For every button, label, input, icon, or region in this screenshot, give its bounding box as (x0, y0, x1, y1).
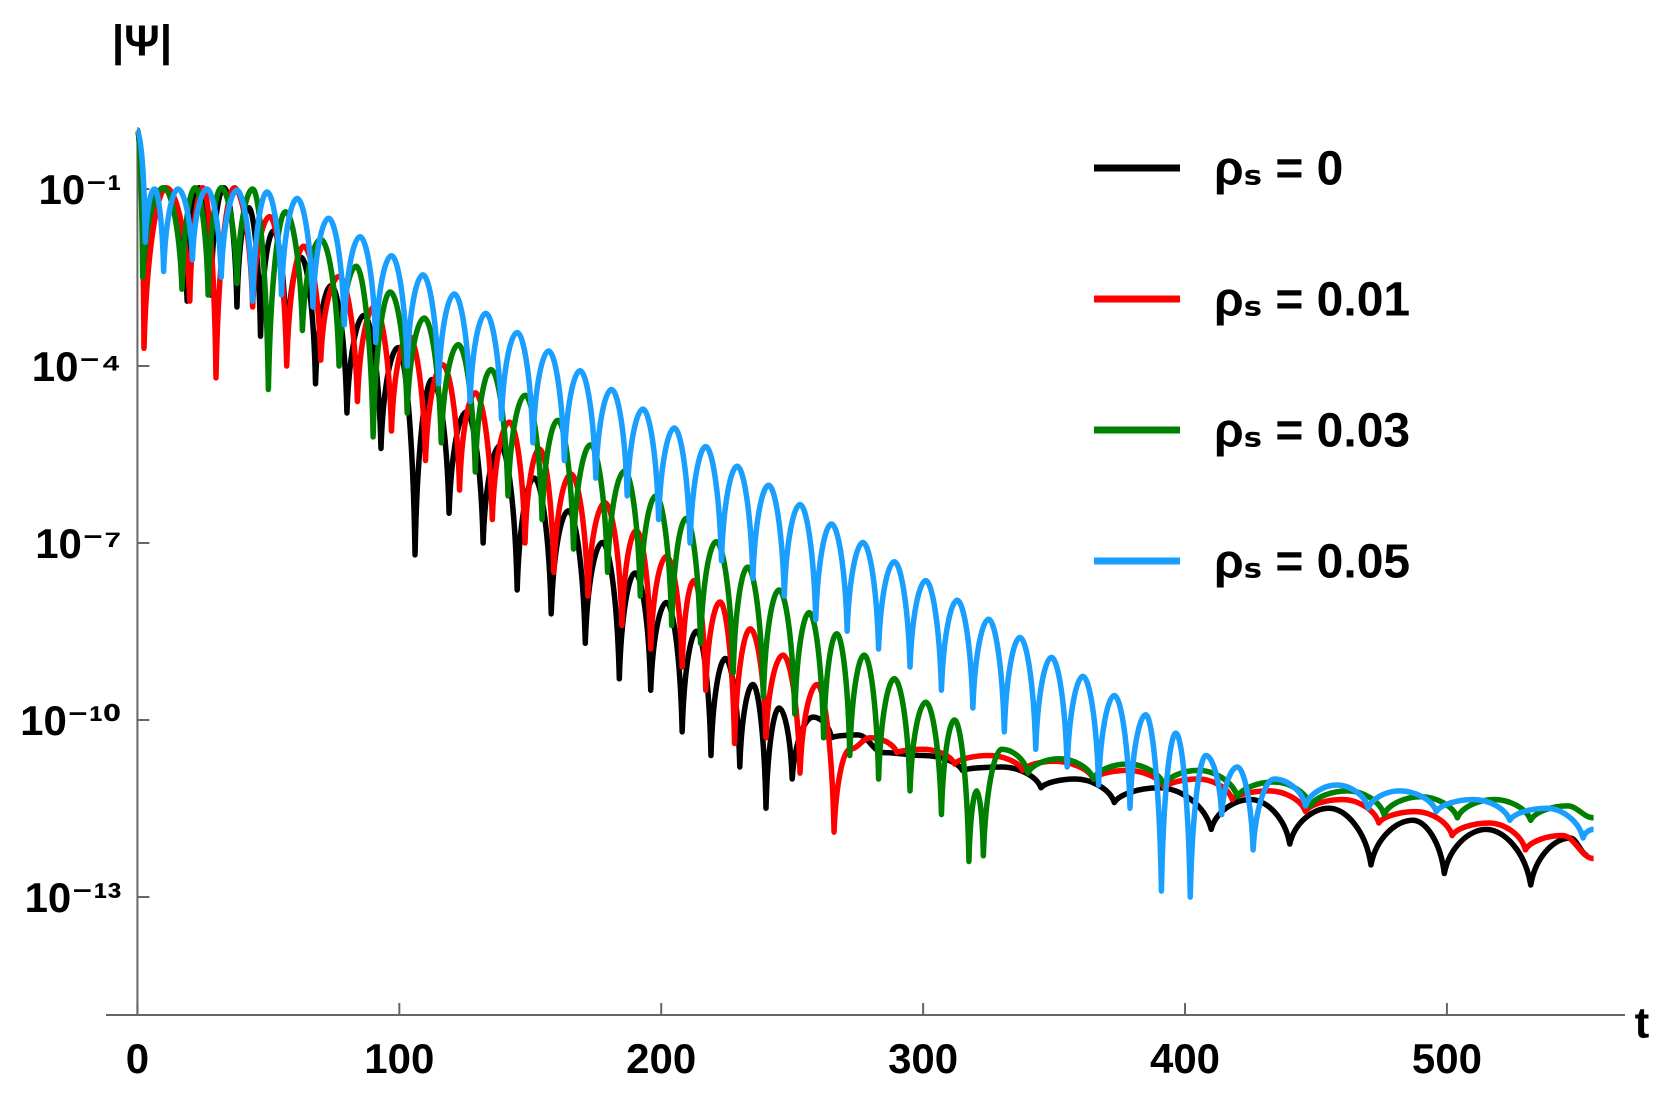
series-line (134, 127, 1594, 865)
legend-label: ρₛ = 0.05 (1214, 536, 1410, 589)
x-tick-label: 500 (1412, 1035, 1482, 1082)
legend-label: ρₛ = 0.03 (1214, 405, 1410, 458)
y-tick-label: 10⁻⁴ (32, 343, 122, 390)
x-tick-label: 300 (888, 1035, 958, 1082)
legend-label: ρₛ = 0.01 (1214, 274, 1410, 327)
x-tick-label: 100 (364, 1035, 434, 1082)
x-axis-title: t (1635, 999, 1650, 1048)
y-tick-label: 10⁻¹³ (25, 874, 122, 921)
y-tick-label: 10⁻¹⁰ (20, 697, 121, 744)
x-tick-label: 400 (1150, 1035, 1220, 1082)
legend-label: ρₛ = 0 (1214, 143, 1343, 196)
x-tick-label: 200 (626, 1035, 696, 1082)
y-axis-title: |Ψ| (112, 17, 172, 67)
series-line (134, 127, 1594, 900)
y-tick-label: 10⁻¹ (39, 166, 122, 213)
y-tick-label: 10⁻⁷ (35, 520, 121, 567)
x-tick-label: 0 (126, 1035, 149, 1082)
